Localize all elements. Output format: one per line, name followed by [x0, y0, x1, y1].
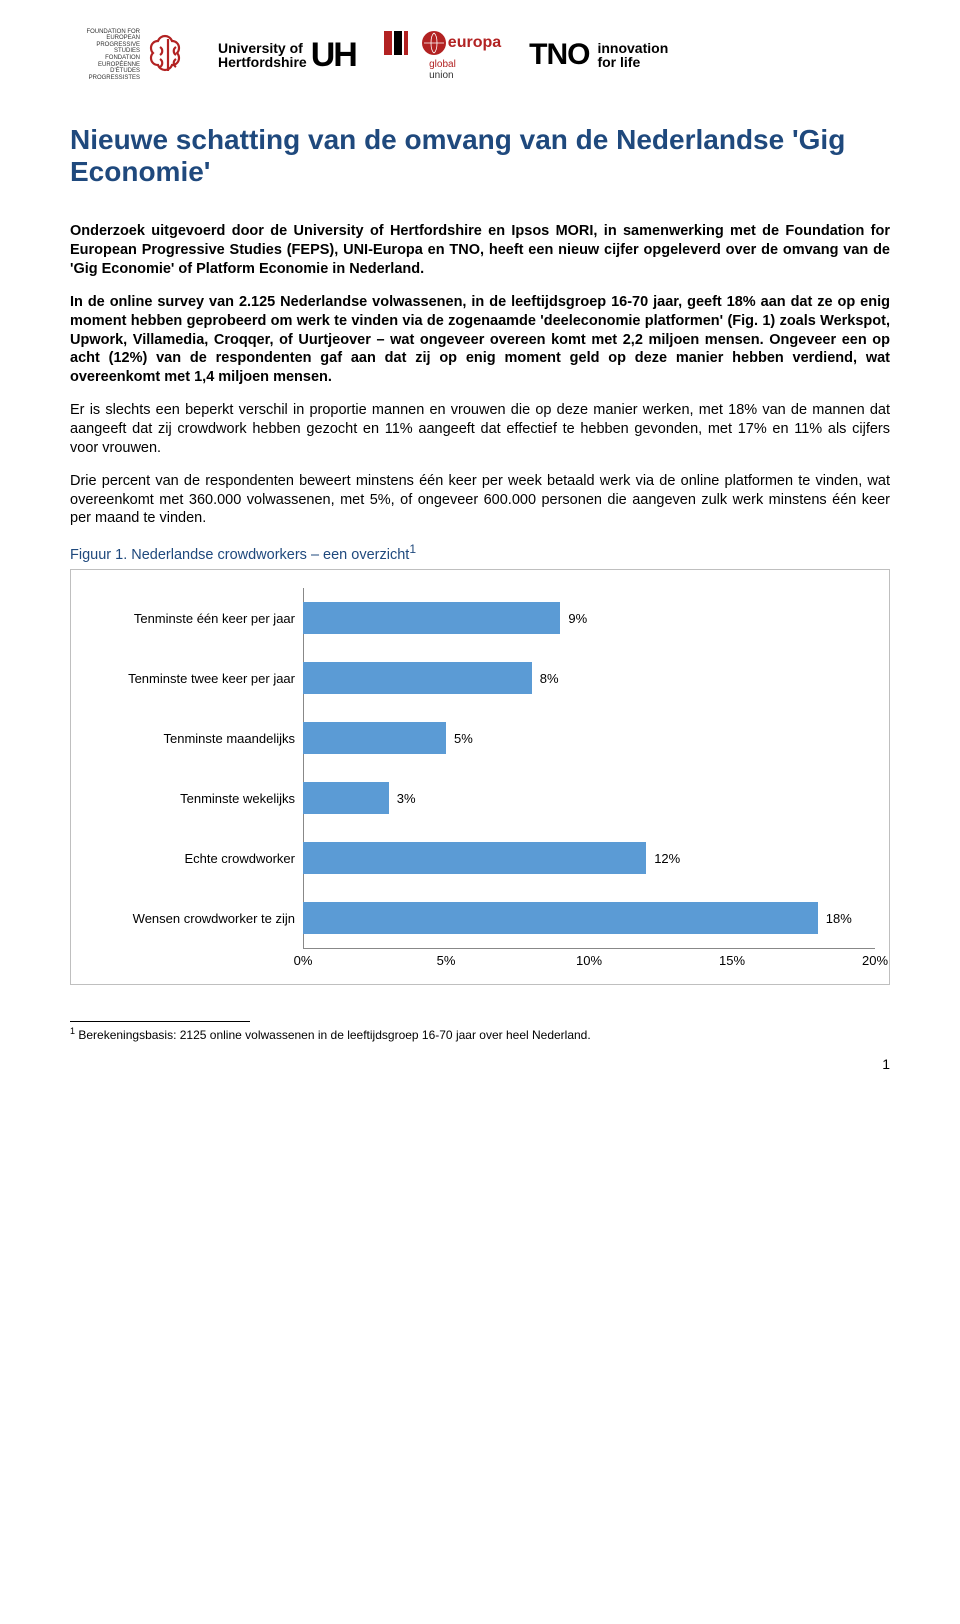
globe-icon [422, 31, 446, 55]
chart-row: Tenminste maandelijks 5% [85, 708, 875, 768]
x-axis: 0%5%10%15%20% [303, 948, 875, 972]
chart-bar-value: 3% [397, 791, 416, 806]
chart-category-label: Tenminste wekelijks [85, 791, 303, 806]
logo-union-text: union [429, 70, 453, 81]
logo-uh-big: UH [311, 36, 356, 75]
logo-tno-tag2: for life [597, 55, 668, 69]
logo-europa-text: europa [448, 34, 501, 52]
chart-bar [303, 902, 818, 934]
page-number: 1 [70, 1056, 890, 1072]
footnote: 1 Berekeningsbasis: 2125 online volwasse… [70, 1026, 890, 1042]
chart-plot-cell: 18% [303, 888, 875, 948]
chart-plot-cell: 8% [303, 648, 875, 708]
chart-row: Tenminste wekelijks 3% [85, 768, 875, 828]
chart-row: Wensen crowdworker te zijn 18% [85, 888, 875, 948]
logo-uh-text: University of Hertfordshire [218, 41, 307, 69]
chart-bar [303, 842, 646, 874]
logo-feps: FOUNDATION FOR EUROPEAN PROGRESSIVE STUD… [70, 29, 190, 82]
chart-bar [303, 602, 560, 634]
chart-category-label: Wensen crowdworker te zijn [85, 911, 303, 926]
footnote-number: 1 [70, 1026, 75, 1036]
x-axis-tick: 5% [437, 953, 456, 968]
paragraph-2: In de online survey van 2.125 Nederlands… [70, 293, 890, 387]
paragraph-4: Drie percent van de respondenten beweert… [70, 472, 890, 529]
chart-category-label: Tenminste twee keer per jaar [85, 671, 303, 686]
chart-category-label: Tenminste één keer per jaar [85, 611, 303, 626]
paragraph-3: Er is slechts een beperkt verschil in pr… [70, 401, 890, 458]
figure-caption-sup: 1 [409, 542, 416, 556]
logo-strip: FOUNDATION FOR EUROPEAN PROGRESSIVE STUD… [70, 20, 890, 90]
uni-mark-icon [384, 29, 420, 57]
chart-bar [303, 722, 446, 754]
chart-plot-cell: 3% [303, 768, 875, 828]
chart-plot-cell: 9% [303, 588, 875, 648]
footnote-text: Berekeningsbasis: 2125 online volwassene… [78, 1028, 590, 1042]
brain-icon [146, 33, 190, 77]
chart-bar-value: 8% [540, 671, 559, 686]
logo-feps-text: FOUNDATION FOR EUROPEAN PROGRESSIVE STUD… [70, 29, 140, 82]
logo-tno-tag1: innovation [597, 41, 668, 55]
chart-category-label: Echte crowdworker [85, 851, 303, 866]
chart-bar-value: 18% [826, 911, 852, 926]
chart-row: Echte crowdworker 12% [85, 828, 875, 888]
logo-global-text: global [429, 59, 456, 70]
page-title: Nieuwe schatting van de omvang van de Ne… [70, 124, 890, 188]
chart-container: Tenminste één keer per jaar 9% Tenminste t… [70, 569, 890, 985]
chart-area: Tenminste één keer per jaar 9% Tenminste t… [85, 588, 875, 972]
chart-bar-value: 12% [654, 851, 680, 866]
paragraph-1: Onderzoek uitgevoerd door de University … [70, 222, 890, 279]
figure-caption: Figuur 1. Nederlandse crowdworkers – een… [70, 542, 890, 563]
chart-bar [303, 782, 389, 814]
chart-category-label: Tenminste maandelijks [85, 731, 303, 746]
chart-row: Tenminste twee keer per jaar 8% [85, 648, 875, 708]
x-axis-tick: 0% [294, 953, 313, 968]
x-axis-tick: 20% [862, 953, 888, 968]
x-axis-tick: 15% [719, 953, 745, 968]
chart-plot-cell: 5% [303, 708, 875, 768]
chart-rows: Tenminste één keer per jaar 9% Tenminste t… [85, 588, 875, 948]
footnote-rule [70, 1021, 250, 1022]
logo-tno-text: TNO [529, 38, 589, 72]
chart-bar-value: 9% [568, 611, 587, 626]
x-axis-tick: 10% [576, 953, 602, 968]
logo-uni-europa: europa global union [384, 29, 501, 81]
chart-row: Tenminste één keer per jaar 9% [85, 588, 875, 648]
logo-tno: TNO innovation for life [529, 38, 668, 72]
chart-plot-cell: 12% [303, 828, 875, 888]
figure-caption-text: Figuur 1. Nederlandse crowdworkers – een… [70, 547, 409, 563]
logo-uh: University of Hertfordshire UH [218, 36, 356, 75]
chart-bar-value: 5% [454, 731, 473, 746]
chart-bar [303, 662, 532, 694]
